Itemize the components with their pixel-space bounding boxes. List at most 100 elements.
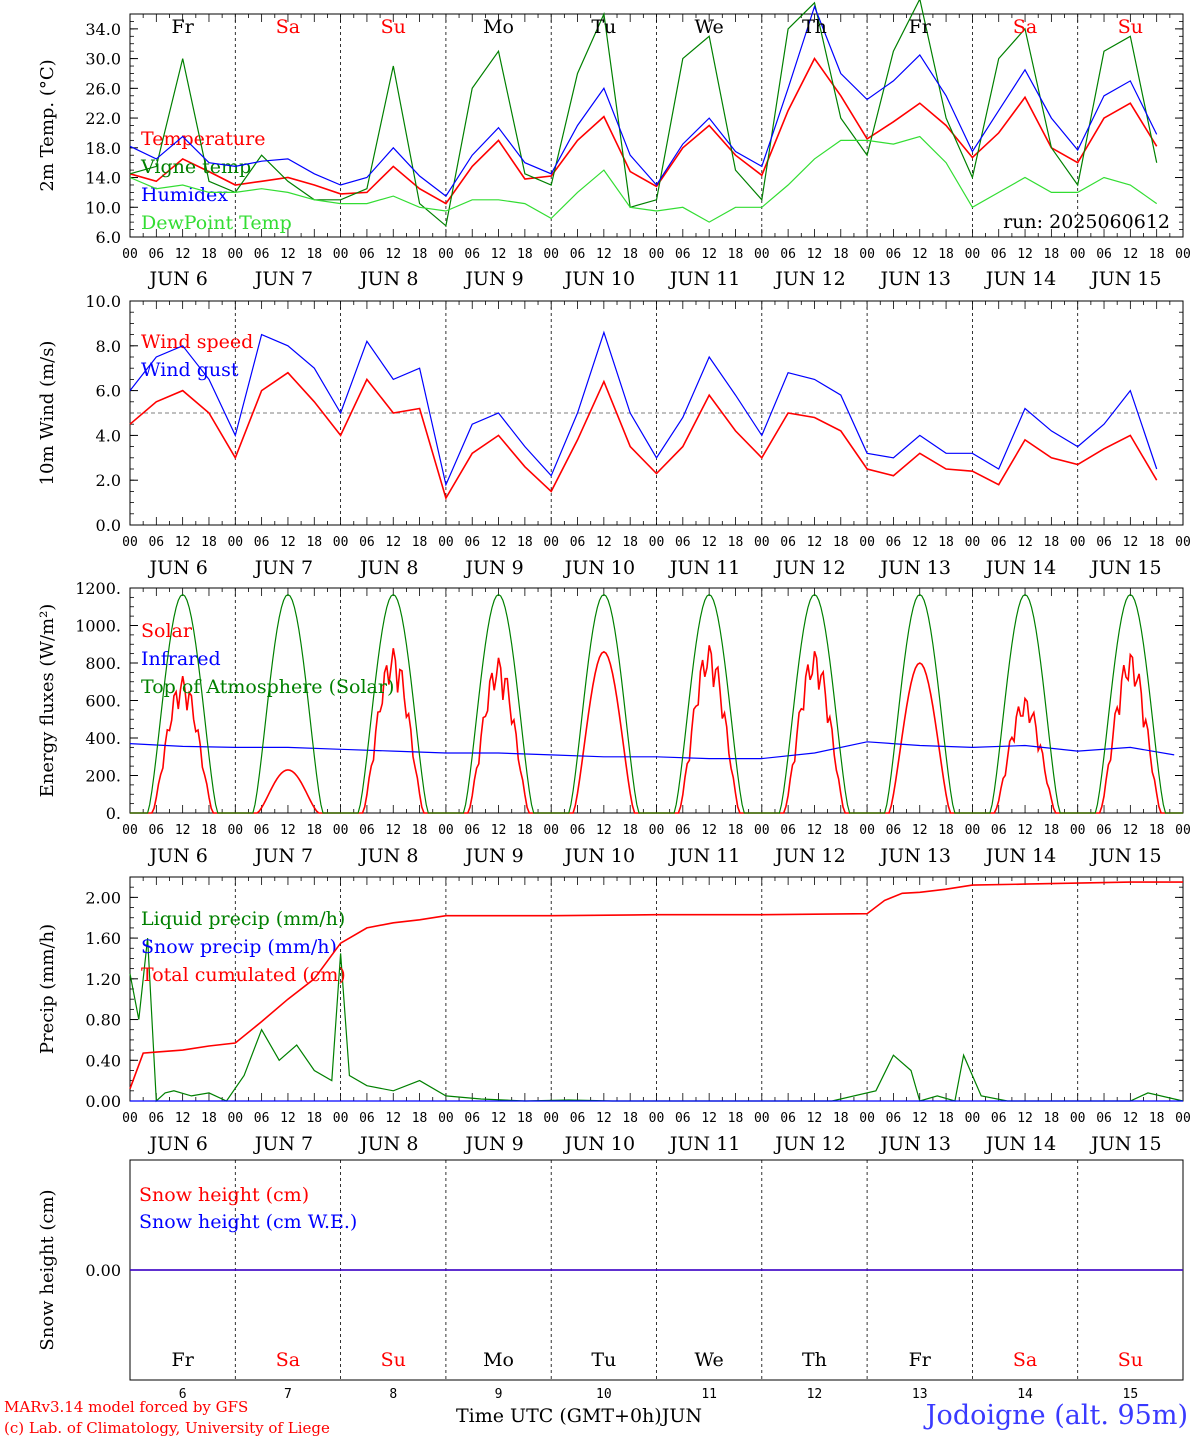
x-date-label: JUN 8 <box>358 268 418 290</box>
x-hour-label: 18 <box>622 535 638 550</box>
x-hour-label: 18 <box>517 535 533 550</box>
x-date-label: JUN 15 <box>1089 557 1161 579</box>
x-hour-label: 12 <box>280 1111 296 1126</box>
x-date-label: JUN 8 <box>358 1133 418 1155</box>
x-hour-label: 00 <box>122 247 138 262</box>
legend-entry: Wind gust <box>141 359 239 381</box>
x-hour-label: 12 <box>385 247 401 262</box>
x-hour-label: 06 <box>675 535 691 550</box>
y-axis-label: 10m Wind (m/s) <box>37 341 58 486</box>
x-hour-label: 18 <box>201 1111 217 1126</box>
x-hour-label: 06 <box>464 247 480 262</box>
x-hour-label: 18 <box>306 823 322 838</box>
x-date-label: JUN 6 <box>147 268 207 290</box>
y-tick-label: 6.0 <box>96 228 121 247</box>
x-hour-label: 00 <box>754 823 770 838</box>
day-number-label: 13 <box>912 1387 928 1402</box>
x-hour-label: 12 <box>701 823 717 838</box>
panel-4: 0.00 0.40 0.80 1.20 1.60 2.00 Precip (mm/h) 00 0… <box>37 876 1191 1155</box>
x-date-label: JUN 10 <box>563 268 635 290</box>
x-hour-label: 18 <box>517 823 533 838</box>
x-hour-label: 18 <box>306 247 322 262</box>
x-hour-label: 18 <box>833 247 849 262</box>
x-hour-label: 00 <box>543 823 559 838</box>
y-tick-label: 1.60 <box>85 929 121 948</box>
x-hour-label: 00 <box>649 823 665 838</box>
x-hour-label: 06 <box>148 247 164 262</box>
x-hour-label: 12 <box>1017 1111 1033 1126</box>
x-date-label: JUN 14 <box>984 557 1056 579</box>
x-hour-label: 12 <box>701 1111 717 1126</box>
legend-entry: Infrared <box>141 648 221 670</box>
x-hour-label: 12 <box>491 535 507 550</box>
y-tick-label: 30.0 <box>85 50 121 69</box>
x-hour-label: 12 <box>596 823 612 838</box>
x-hour-label: 06 <box>1096 823 1112 838</box>
legend-entry: Liquid precip (mm/h) <box>141 908 345 930</box>
weekday-label: We <box>695 1349 724 1371</box>
x-date-label: JUN 6 <box>147 557 207 579</box>
weekday-label: Fr <box>172 16 195 38</box>
x-hour-label: 12 <box>385 823 401 838</box>
x-hour-label: 00 <box>1175 1111 1191 1126</box>
x-hour-label: 00 <box>754 535 770 550</box>
x-hour-label: 00 <box>859 247 875 262</box>
x-date-label: JUN 7 <box>253 1133 313 1155</box>
weekday-label: Th <box>802 1349 827 1371</box>
x-hour-label: 06 <box>886 247 902 262</box>
legend-entry: Snow precip (mm/h) <box>141 936 337 958</box>
legend-entry: Temperature <box>141 128 265 150</box>
x-hour-label: 12 <box>491 823 507 838</box>
x-hour-label: 00 <box>438 1111 454 1126</box>
x-hour-label: 00 <box>438 535 454 550</box>
y-tick-label: 10.0 <box>85 198 121 217</box>
x-date-label: JUN 12 <box>773 268 845 290</box>
day-number-label: 11 <box>701 1387 717 1402</box>
x-hour-label: 00 <box>543 535 559 550</box>
x-hour-label: 06 <box>780 823 796 838</box>
x-hour-label: 12 <box>701 247 717 262</box>
x-hour-label: 12 <box>175 535 191 550</box>
x-hour-label: 06 <box>148 535 164 550</box>
weekday-label: Su <box>381 1349 406 1371</box>
series-line-temperature <box>129 57 1158 205</box>
x-hour-label: 18 <box>412 535 428 550</box>
series-line-liquid-precip-mm-h- <box>129 938 1184 1103</box>
y-tick-label: 14.0 <box>85 169 121 188</box>
x-hour-label: 12 <box>912 823 928 838</box>
x-hour-label: 12 <box>175 1111 191 1126</box>
x-hour-label: 18 <box>833 823 849 838</box>
weekday-label: Sa <box>276 1349 300 1371</box>
x-hour-label: 06 <box>1096 1111 1112 1126</box>
weekday-label: Mo <box>483 1349 514 1371</box>
x-hour-label: 18 <box>938 1111 954 1126</box>
series-line-infrared <box>129 741 1175 760</box>
x-date-label: JUN 8 <box>358 845 418 867</box>
x-date-label: JUN 13 <box>879 268 951 290</box>
x-hour-label: 12 <box>912 535 928 550</box>
x-hour-label: 00 <box>1175 823 1191 838</box>
y-tick-label: 10.0 <box>85 292 121 311</box>
series-line-humidex <box>129 4 1158 197</box>
x-hour-label: 06 <box>991 823 1007 838</box>
x-hour-label: 18 <box>833 535 849 550</box>
y-axis-label: Energy fluxes (W/m²) <box>37 604 58 798</box>
weekday-label: Su <box>1118 1349 1143 1371</box>
x-date-label: JUN 10 <box>563 845 635 867</box>
x-hour-label: 12 <box>1123 535 1139 550</box>
x-hour-label: 06 <box>359 823 375 838</box>
x-date-label: JUN 11 <box>668 268 740 290</box>
x-hour-label: 18 <box>1149 1111 1165 1126</box>
x-hour-label: 18 <box>412 1111 428 1126</box>
y-tick-label: 1000. <box>75 617 121 636</box>
x-hour-label: 00 <box>333 823 349 838</box>
day-number-label: 8 <box>389 1387 397 1402</box>
weekday-label: Mo <box>483 16 514 38</box>
panel-1: 6.0 10.0 14.0 18.0 22.0 26.0 30.0 34.0 2m Temp. … <box>37 0 1191 290</box>
x-hour-label: 12 <box>807 823 823 838</box>
panel-2: 0.0 2.0 4.0 6.0 8.0 10.0 10m Wind (m/s) 00 06 12 1… <box>37 292 1191 579</box>
x-hour-label: 06 <box>359 1111 375 1126</box>
day-number-label: 6 <box>179 1387 187 1402</box>
x-hour-label: 18 <box>728 1111 744 1126</box>
y-tick-label: 0. <box>106 804 121 823</box>
